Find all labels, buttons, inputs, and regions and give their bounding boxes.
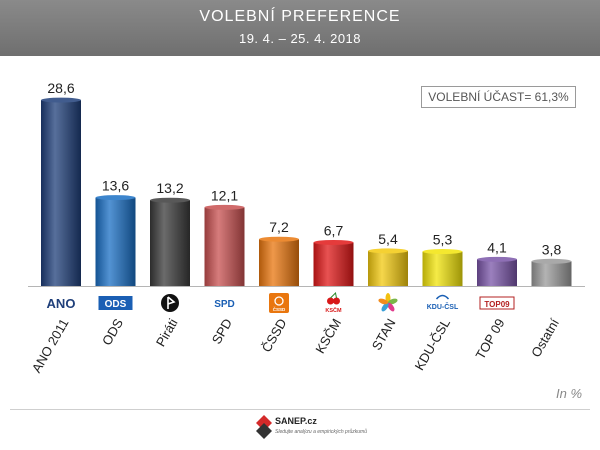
party-logo-text-3: SPD bbox=[214, 299, 235, 310]
logo-kscm-cherry-icon bbox=[327, 297, 334, 305]
bar-9 bbox=[531, 261, 572, 286]
category-label-7: KDU-ČSL bbox=[412, 316, 454, 373]
value-label-2: 13,2 bbox=[156, 180, 183, 196]
bar-1 bbox=[95, 197, 136, 286]
value-label-6: 5,4 bbox=[378, 231, 398, 247]
chart-subtitle: 19. 4. – 25. 4. 2018 bbox=[238, 31, 362, 46]
category-label-2: Piráti bbox=[153, 316, 181, 349]
bar-cap-0 bbox=[41, 97, 81, 103]
category-label-3: SPD bbox=[209, 316, 235, 347]
party-logo-text-5: KSČM bbox=[325, 307, 342, 314]
bar-cap-8 bbox=[477, 256, 517, 262]
party-logo-text-4: ČSSD bbox=[273, 306, 286, 312]
turnout-box: VOLEBNÍ ÚČAST= 61,3% bbox=[421, 86, 576, 108]
logo-stan-petal-icon bbox=[381, 302, 389, 312]
bar-cap-4 bbox=[259, 236, 299, 242]
bar-3 bbox=[204, 207, 245, 286]
bar-cap-7 bbox=[422, 249, 463, 255]
bar-cap-6 bbox=[368, 248, 408, 254]
logo-kscm-stem-icon bbox=[330, 291, 337, 299]
bar-cap-9 bbox=[531, 258, 572, 264]
category-label-6: STAN bbox=[369, 316, 399, 353]
category-label-8: TOP 09 bbox=[472, 316, 507, 362]
value-label-9: 3,8 bbox=[542, 241, 562, 257]
bar-0 bbox=[41, 100, 81, 286]
bar-6 bbox=[368, 250, 408, 286]
unit-label: In % bbox=[556, 386, 583, 401]
value-label-8: 4,1 bbox=[487, 239, 507, 255]
logo-cssd-icon bbox=[269, 293, 289, 313]
bar-cap-3 bbox=[204, 204, 245, 210]
bar-cap-1 bbox=[95, 195, 136, 201]
logo-stan-petal-icon bbox=[387, 302, 395, 312]
chart-title: VOLEBNÍ PREFERENCE bbox=[199, 8, 401, 25]
value-label-5: 6,7 bbox=[324, 222, 344, 238]
logo-stan-petal-icon bbox=[385, 293, 391, 303]
logo-ods-bg bbox=[98, 296, 133, 310]
chart-header: VOLEBNÍ PREFERENCE 19. 4. – 25. 4. 2018 bbox=[0, 0, 600, 56]
party-logo-text-1: ODS bbox=[105, 299, 127, 310]
value-label-7: 5,3 bbox=[433, 232, 453, 248]
bar-cap-2 bbox=[150, 197, 190, 203]
category-label-1: ODS bbox=[99, 316, 126, 348]
bar-4 bbox=[259, 239, 299, 286]
logo-ano-bg bbox=[46, 297, 76, 309]
category-label-5: KSČM bbox=[312, 316, 344, 356]
value-label-4: 7,2 bbox=[269, 219, 289, 235]
logo-pirati-flag-icon bbox=[167, 296, 176, 309]
bar-2 bbox=[150, 200, 190, 286]
party-logo-text-8: TOP09 bbox=[484, 300, 510, 309]
logo-kscm-cherry-icon bbox=[333, 297, 340, 305]
bar-8 bbox=[477, 259, 517, 286]
sanep-logo-icon bbox=[256, 415, 272, 439]
party-logo-text-7: KDU-ČSL bbox=[427, 302, 459, 311]
category-label-0: ANO 2011 bbox=[29, 316, 72, 375]
logo-stan-petal-icon bbox=[387, 298, 398, 305]
bar-7 bbox=[422, 251, 463, 286]
bar-chart: 28,6 ANO ANO 2011 13,6 ODS ODS 13,2 Piráti 12,1 S… bbox=[28, 80, 585, 375]
category-label-9: Ostatní bbox=[528, 316, 562, 360]
logo-stan-petal-icon bbox=[378, 298, 389, 305]
logo-top09-bg bbox=[479, 296, 515, 310]
logo-cssd-rose-icon bbox=[274, 296, 284, 306]
sanep-logo: SANEP.cz Sledujte analýzu a empirických … bbox=[255, 414, 367, 444]
value-label-3: 12,1 bbox=[211, 187, 238, 203]
logo-tagline: Sledujte analýzu a empirických průzkumů bbox=[275, 429, 367, 435]
footer-divider bbox=[10, 409, 590, 410]
bar-5 bbox=[313, 242, 354, 286]
category-label-4: ČSSD bbox=[259, 316, 290, 355]
logo-kdu-arc-icon bbox=[435, 294, 450, 300]
bar-cap-5 bbox=[313, 239, 354, 245]
value-label-1: 13,6 bbox=[102, 178, 129, 194]
logo-name: SANEP.cz bbox=[275, 416, 317, 426]
value-label-0: 28,6 bbox=[47, 80, 74, 96]
party-logo-text-0: ANO bbox=[47, 296, 76, 311]
